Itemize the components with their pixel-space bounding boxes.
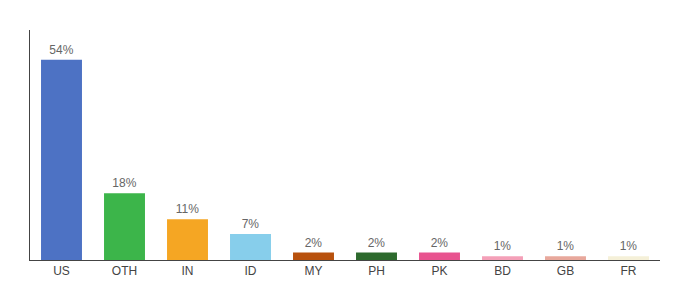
svg-text:GB: GB xyxy=(557,264,574,278)
svg-text:MY: MY xyxy=(305,264,323,278)
svg-text:1%: 1% xyxy=(620,239,638,253)
svg-text:1%: 1% xyxy=(494,239,512,253)
svg-text:FR: FR xyxy=(621,264,637,278)
svg-text:PK: PK xyxy=(431,264,447,278)
svg-text:18%: 18% xyxy=(112,176,136,190)
svg-text:ID: ID xyxy=(245,264,257,278)
svg-text:1%: 1% xyxy=(557,239,575,253)
svg-text:PH: PH xyxy=(368,264,385,278)
svg-text:2%: 2% xyxy=(305,236,323,250)
svg-text:2%: 2% xyxy=(431,236,449,250)
svg-text:11%: 11% xyxy=(176,202,199,216)
svg-text:IN: IN xyxy=(182,264,194,278)
svg-text:OTH: OTH xyxy=(112,264,137,278)
svg-text:US: US xyxy=(53,264,70,278)
svg-text:54%: 54% xyxy=(49,43,73,57)
svg-text:7%: 7% xyxy=(242,217,260,231)
svg-text:BD: BD xyxy=(494,264,511,278)
svg-text:2%: 2% xyxy=(368,236,386,250)
